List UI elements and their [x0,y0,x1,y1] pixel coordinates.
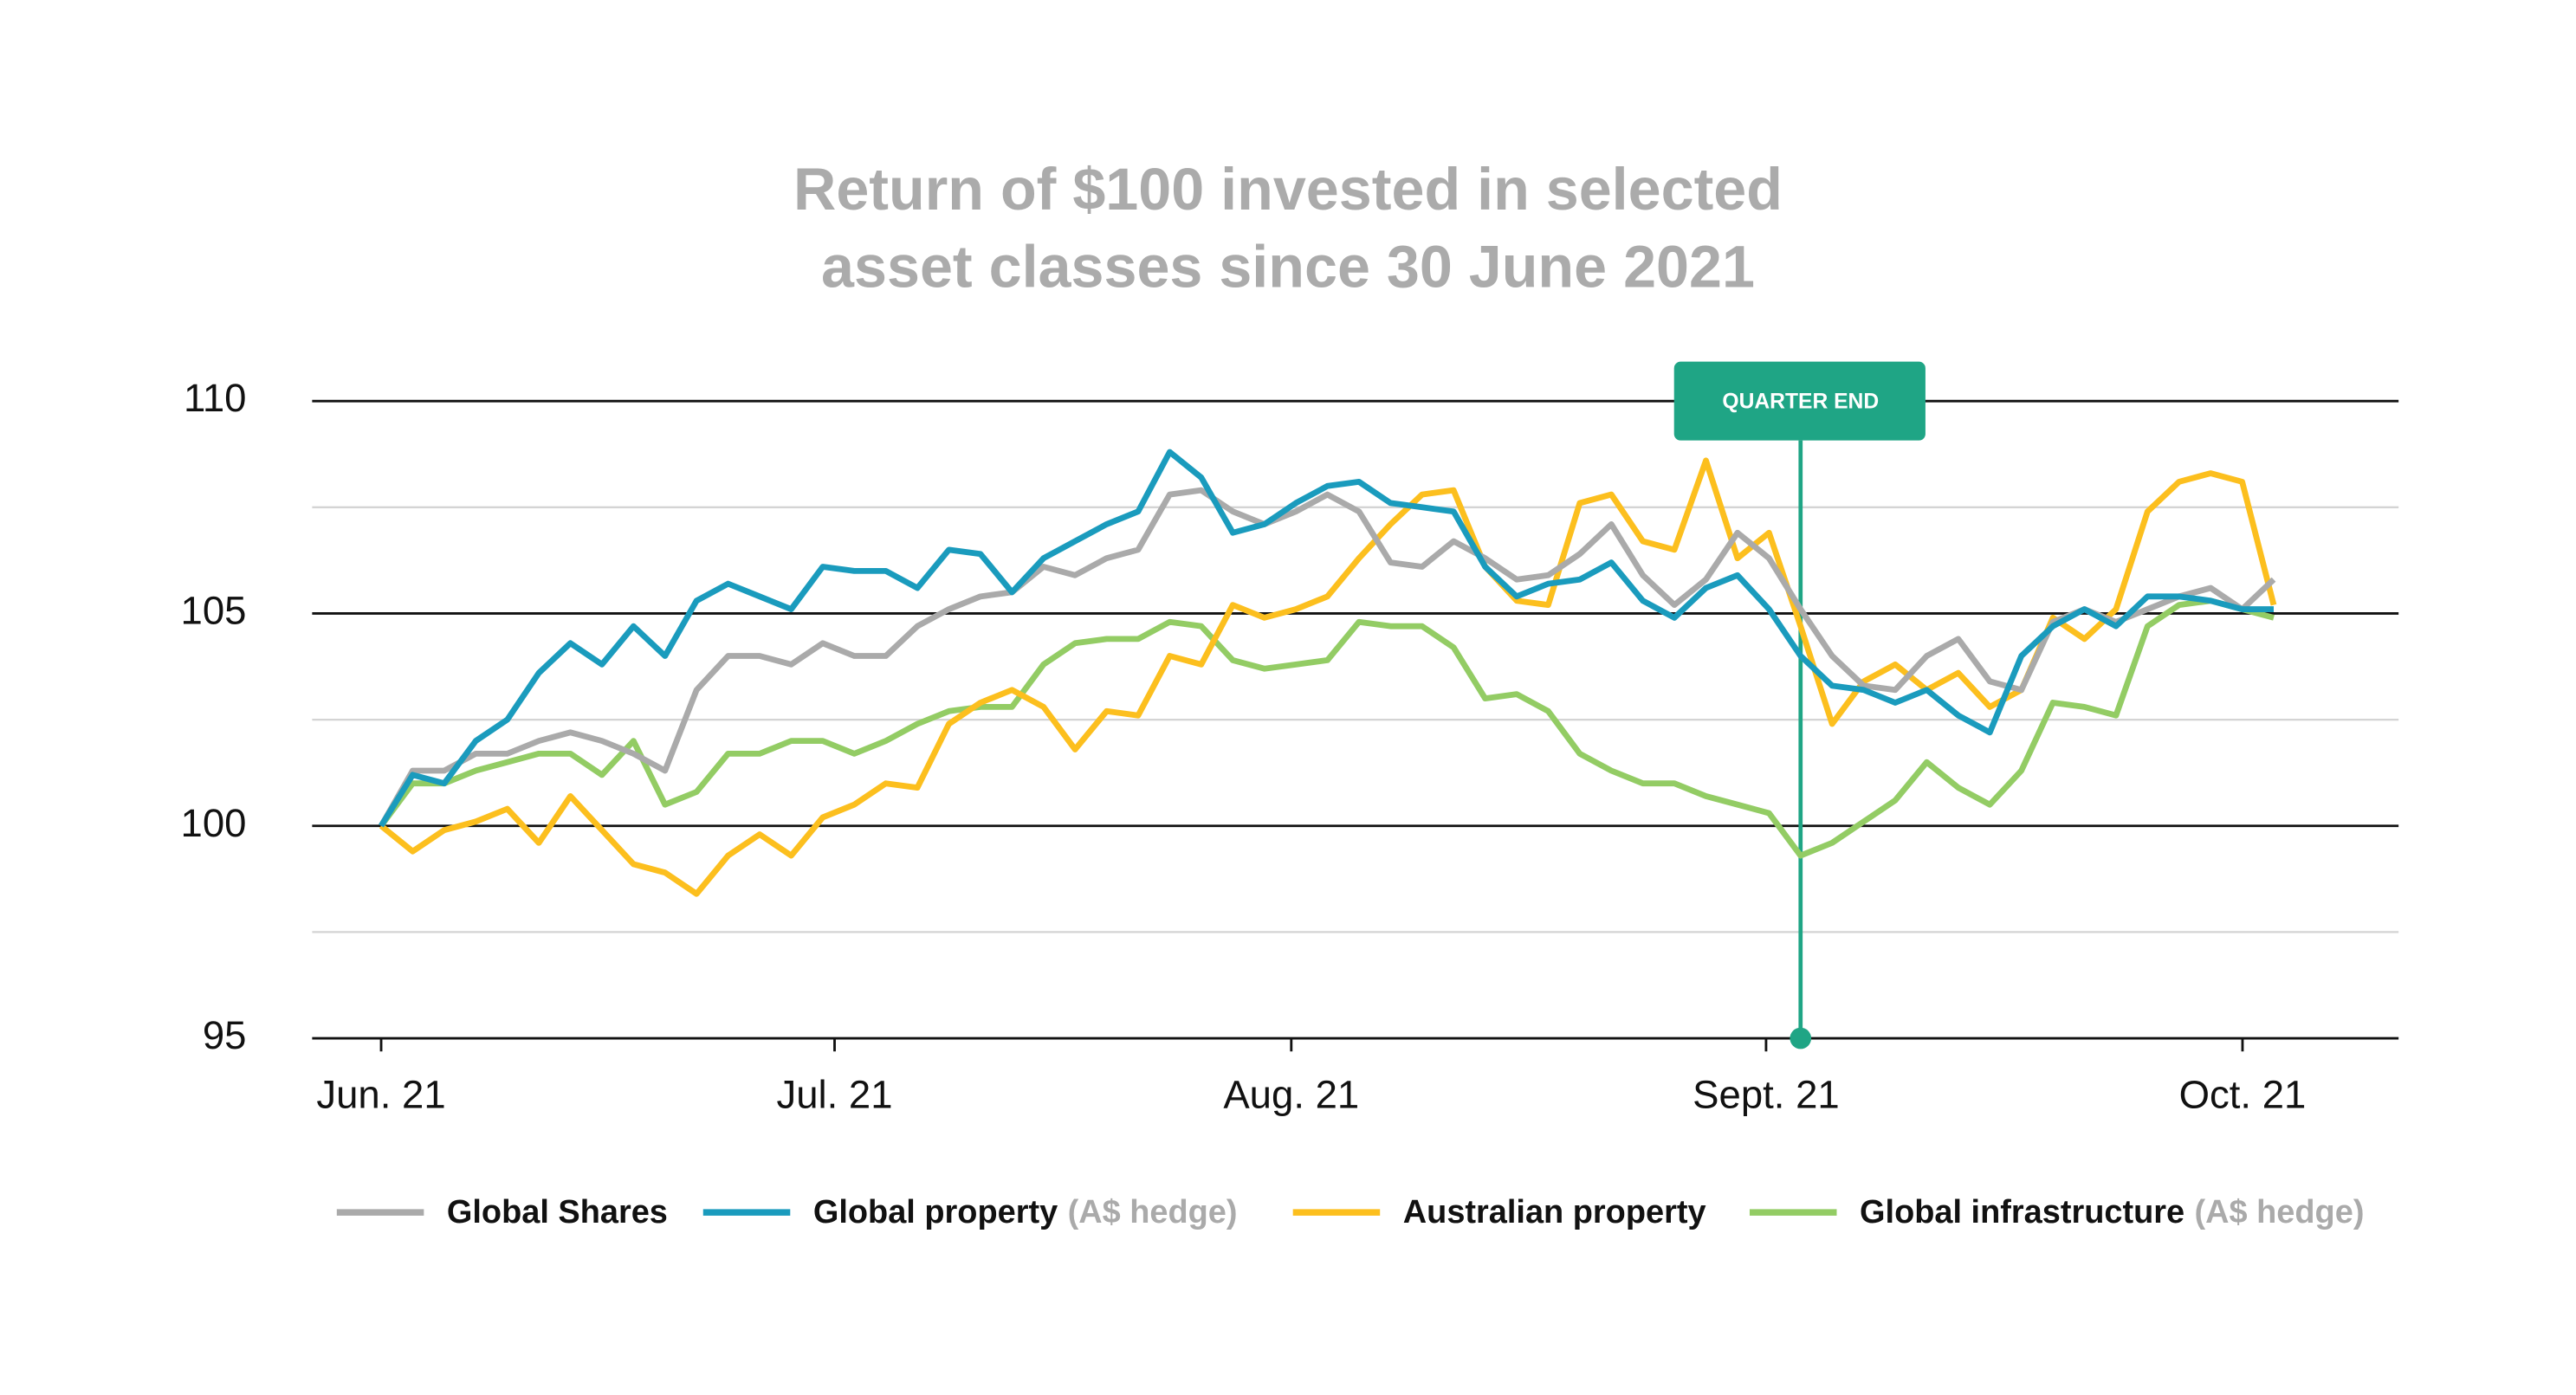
chart-title: Return of $100 invested in selected [793,157,1783,223]
legend-label: Australian property [1403,1194,1706,1230]
series-line [379,487,2276,828]
chart-title: asset classes since 30 June 2021 [821,234,1755,300]
annotation-box [1673,361,1926,441]
legend-name: Global Shares [447,1194,668,1230]
legend-label: Global Shares [447,1194,668,1230]
x-tick-label: Jul. 21 [776,1072,892,1116]
y-tick-label: 95 [203,1013,247,1057]
annotation-label: QUARTER END [1722,391,1879,414]
x-tick-label: Jun. 21 [316,1072,445,1116]
legend-name: Global infrastructure [1860,1194,2184,1230]
legend-note: (A$ hedge) [2195,1194,2365,1230]
x-tick-label: Aug. 21 [1223,1072,1359,1116]
x-tick-label: Sept. 21 [1693,1072,1840,1116]
legend-label: Global infrastructure (A$ hedge) [1860,1194,2364,1230]
legend-note: (A$ hedge) [1068,1194,1238,1230]
legend-name: Australian property [1403,1194,1706,1230]
y-tick-label: 105 [181,588,247,632]
y-tick-label: 110 [184,376,247,420]
annotation-dot [1790,1027,1812,1049]
legend-name: Global property [813,1194,1058,1230]
y-tick-label: 100 [181,801,247,845]
series-line [379,449,2275,828]
x-tick-label: Oct. 21 [2179,1072,2307,1116]
series-line [379,597,2275,859]
series-line [379,457,2277,897]
legend-label: Global property (A$ hedge) [813,1194,1238,1230]
